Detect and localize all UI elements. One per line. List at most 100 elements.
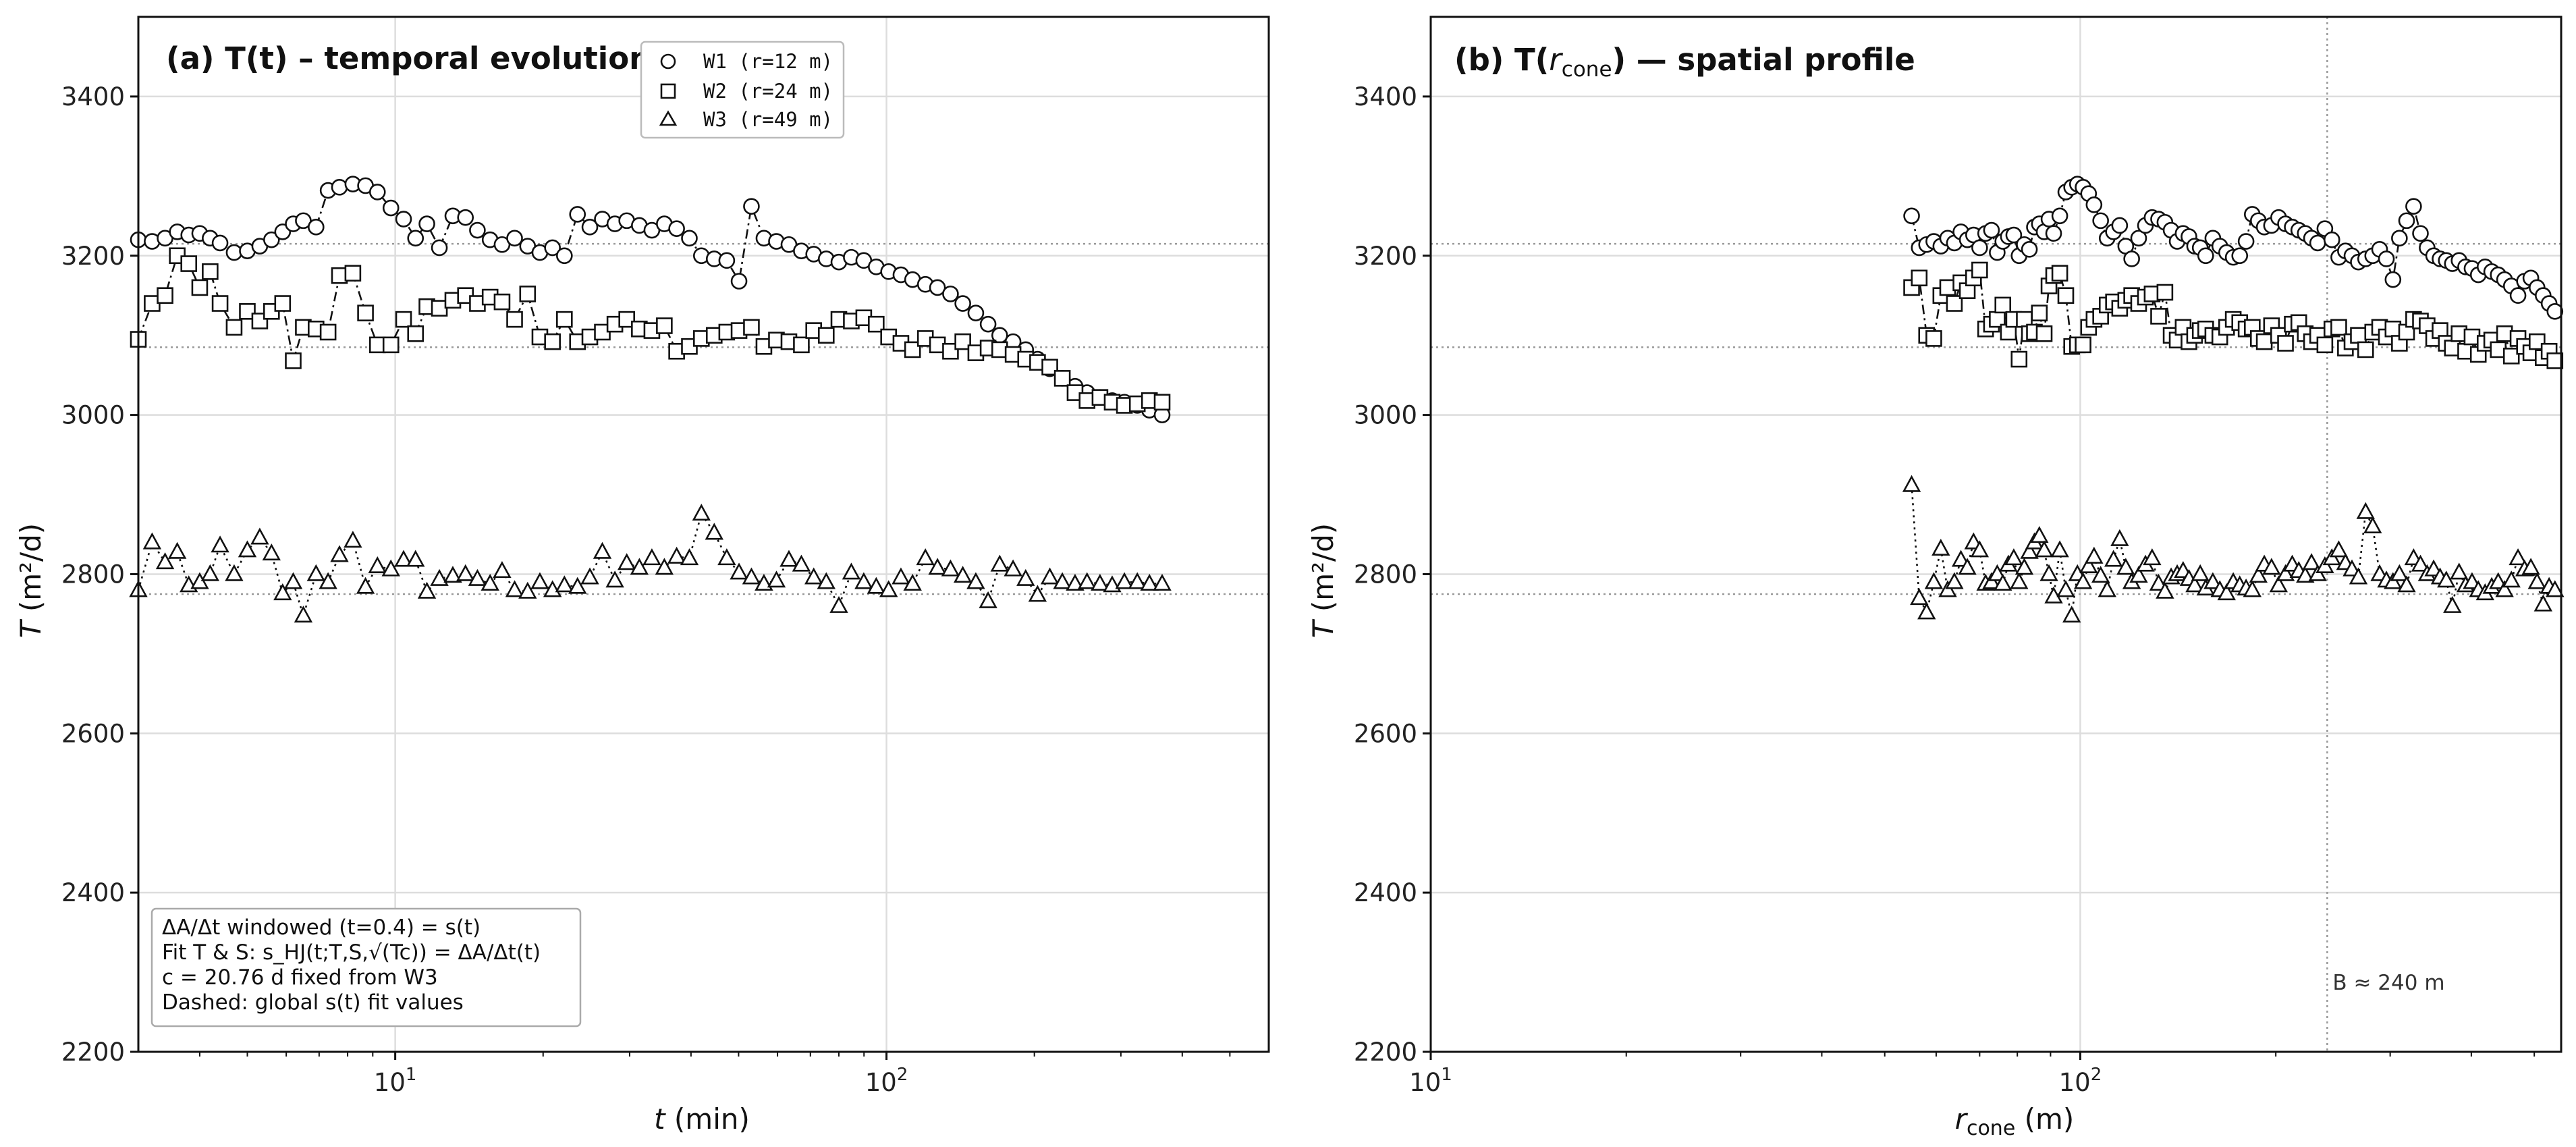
y-tick-label: 3400 (1354, 82, 1417, 111)
panel-a-reference-lines (138, 242, 1269, 595)
data-point-circle (263, 231, 280, 248)
data-point-triangle (155, 552, 175, 570)
data-point-triangle (928, 558, 947, 575)
data-point-triangle (717, 548, 736, 566)
data-point-square (2502, 348, 2520, 365)
data-point-circle (431, 239, 448, 257)
data-point-square (1053, 370, 1071, 387)
data-point-triangle (829, 595, 848, 613)
data-point-square (793, 336, 810, 354)
data-point-circle (730, 273, 748, 290)
data-point-triangle (306, 564, 326, 581)
data-point-triangle (2050, 540, 2069, 558)
data-point-circle (718, 252, 736, 269)
data-point-square (942, 342, 959, 360)
data-point-circle (2546, 303, 2564, 320)
x-tick-label: 101 (374, 1065, 417, 1097)
data-point-triangle (2062, 606, 2081, 623)
data-point-circle (407, 230, 424, 247)
data-point-square (407, 325, 424, 342)
x-tick-label: 102 (865, 1065, 908, 1097)
data-point-square (2384, 320, 2402, 338)
data-point-triangle (1078, 572, 1097, 589)
data-point-circle (556, 247, 573, 265)
y-tick-label: 3400 (61, 82, 125, 111)
data-point-triangle (2390, 564, 2409, 581)
y-tick-label: 2200 (1354, 1038, 1417, 1067)
data-point-circle (942, 286, 959, 302)
data-point-triangle (368, 556, 387, 573)
data-point-triangle (1091, 573, 1109, 591)
data-point-triangle (2450, 562, 2469, 580)
panel-a-tick-labels: 2200 2400 2600 2800 3000 3200 3400 101 102 (61, 82, 1231, 1097)
data-point-triangle (867, 577, 886, 594)
data-point-triangle (903, 573, 922, 591)
data-point-triangle (225, 564, 244, 581)
data-point-triangle (1951, 550, 1971, 567)
data-point-square (2156, 284, 2174, 301)
y-tick-label: 2800 (61, 560, 125, 589)
data-point-triangle (2356, 502, 2375, 519)
note-line-4: Dashed: global s(t) fit values (162, 990, 464, 1015)
data-point-circle (1983, 221, 2000, 239)
data-point-triangle (2056, 580, 2075, 597)
data-point-triangle (979, 591, 997, 608)
y-tick-label: 3200 (1354, 242, 1417, 271)
data-point-circle (2130, 230, 2147, 247)
panel-b-grid (1431, 17, 2561, 1052)
data-point-circle (581, 219, 599, 236)
panel-a-title: (a) T(t) – temporal evolution (166, 41, 651, 76)
data-point-triangle (381, 559, 400, 577)
data-point-square (1994, 296, 2012, 314)
data-point-triangle (1931, 539, 1950, 556)
data-point-triangle (2039, 564, 2058, 581)
data-point-triangle (1028, 585, 1047, 602)
data-point-triangle (2411, 554, 2430, 572)
data-point-triangle (2276, 564, 2295, 581)
data-point-square (2010, 350, 2028, 368)
data-point-circle (544, 239, 561, 257)
data-point-circle (2045, 225, 2062, 242)
data-point-triangle (493, 561, 512, 579)
data-point-circle (418, 215, 435, 232)
data-point-triangle (2546, 580, 2565, 597)
data-point-triangle (1053, 572, 1072, 589)
data-point-triangle (200, 564, 220, 581)
data-point-triangle (568, 577, 587, 594)
legend-entry-w3: W3 (r=49 m) (703, 108, 833, 131)
data-point-triangle (294, 606, 313, 623)
data-point-triangle (2185, 575, 2204, 593)
data-point-triangle (2296, 566, 2315, 583)
data-point-circle (469, 221, 486, 239)
data-point-triangle (518, 581, 537, 599)
data-point-triangle (530, 572, 549, 589)
data-point-triangle (2397, 575, 2416, 593)
data-point-triangle (2191, 564, 2210, 581)
data-point-triangle (319, 572, 337, 589)
data-point-triangle (2030, 526, 2049, 543)
data-point-triangle (356, 577, 375, 594)
data-point-circle (668, 220, 685, 237)
data-point-triangle (990, 554, 1010, 572)
data-point-triangle (2015, 558, 2034, 575)
data-point-triangle (2110, 529, 2129, 546)
data-point-triangle (879, 580, 898, 597)
data-point-square (191, 279, 209, 296)
data-point-triangle (2156, 581, 2174, 599)
data-point-triangle (2533, 594, 2553, 612)
data-point-triangle (2443, 595, 2462, 613)
data-point-circle (743, 198, 760, 215)
panel-a-ylabel: T (m²/d) (14, 523, 47, 638)
data-point-triangle (1115, 572, 1134, 589)
data-point-circle (2309, 234, 2326, 252)
data-point-square (319, 323, 337, 341)
data-point-circle (211, 234, 229, 252)
legend-marker-square (660, 83, 676, 99)
data-point-square (2031, 304, 2048, 321)
data-point-triangle (2495, 580, 2514, 597)
data-point-square (395, 311, 412, 328)
data-point-triangle (2342, 559, 2361, 577)
panel-b-tick-labels: 2200 2400 2600 2800 3000 3200 3400 101 102 (1354, 82, 2536, 1097)
panel-b-xlabel: rcone (m) (1955, 1102, 2075, 1140)
